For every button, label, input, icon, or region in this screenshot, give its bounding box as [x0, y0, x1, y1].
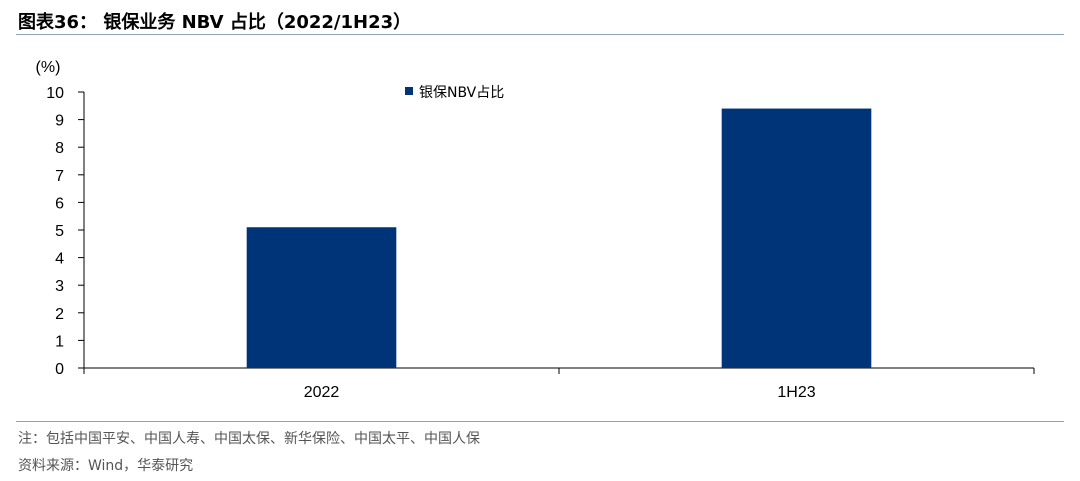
legend: 银保NBV占比	[405, 85, 504, 101]
bar-2022	[246, 227, 397, 368]
bar-series	[246, 108, 872, 368]
y-tick-label: 5	[55, 223, 64, 240]
x-axis: 2022 1H23	[83, 367, 1035, 401]
y-tick-label: 2	[55, 306, 64, 323]
y-axis-unit-label: (%)	[36, 59, 61, 76]
y-tick-label: 0	[55, 361, 64, 378]
footer-divider	[16, 421, 1064, 422]
y-tick-label: 8	[55, 140, 64, 157]
y-tick-label: 4	[55, 251, 64, 268]
source-note: 资料来源：Wind，华泰研究	[18, 458, 194, 474]
y-tick-label: 7	[55, 168, 64, 185]
y-tick-label: 10	[46, 85, 64, 102]
y-tick-label: 1	[55, 333, 64, 350]
y-tick-label: 6	[55, 195, 64, 212]
title-divider	[16, 34, 1064, 35]
x-tick-label: 2022	[304, 384, 340, 401]
chart-note: 注：包括中国平安、中国人寿、中国太保、新华保险、中国太平、中国人保	[18, 431, 480, 447]
legend-label: 银保NBV占比	[419, 85, 504, 101]
figure-title: 图表36： 银保业务 NBV 占比（2022/1H23）	[18, 12, 412, 33]
bar-1H23	[721, 108, 872, 368]
y-tick-label: 9	[55, 113, 64, 130]
x-tick-label: 1H23	[777, 384, 815, 401]
y-tick-label: 3	[55, 278, 64, 295]
y-axis: 0 1 2 3 4 5 6 7 8 9 10	[46, 85, 85, 378]
legend-swatch	[405, 87, 413, 95]
